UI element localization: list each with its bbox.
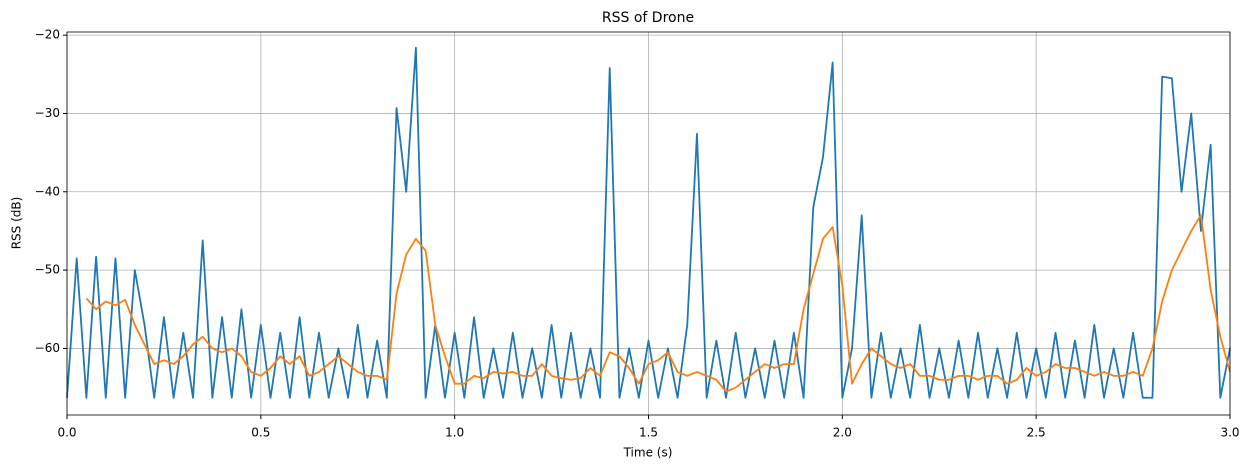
series-line (66, 46, 1231, 399)
y-tick-label: −30 (35, 106, 60, 120)
y-tick-label: −60 (35, 341, 60, 355)
series-line (85, 214, 1231, 393)
x-tick-label: 0.0 (57, 426, 76, 440)
y-tick-label: −50 (35, 263, 60, 277)
y-tick-label: −20 (35, 28, 60, 42)
x-tick-label: 1.0 (445, 426, 464, 440)
x-tick-label: 2.5 (1027, 426, 1046, 440)
y-axis-label: RSS (dB) (10, 197, 24, 250)
x-tick-label: 2.0 (833, 426, 852, 440)
x-tick-label: 1.5 (639, 426, 658, 440)
chart-title: RSS of Drone (602, 10, 694, 26)
y-tick-label: −40 (35, 184, 60, 198)
x-axis-label: Time (s) (623, 446, 673, 460)
plot-frame (66, 31, 1231, 416)
x-tick-label: 3.0 (1220, 426, 1239, 440)
x-tick-label: 0.5 (251, 426, 270, 440)
